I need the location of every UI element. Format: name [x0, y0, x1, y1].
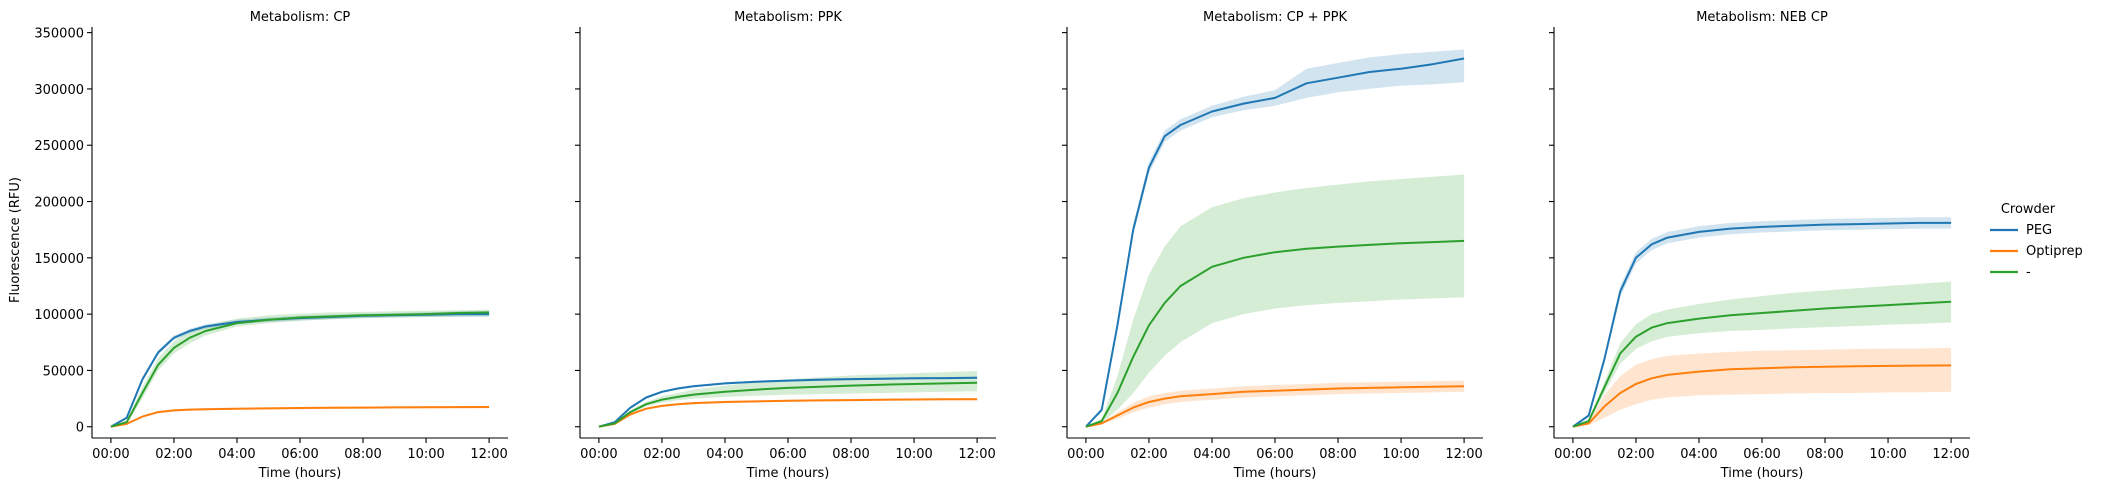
confidence-band [110, 405, 490, 427]
legend-entry: PEG [1990, 223, 2052, 238]
x-tick-label: 04:00 [1193, 447, 1230, 462]
x-tick-label: 10:00 [407, 447, 444, 462]
confidence-band [1572, 281, 1952, 427]
x-tick-label: 00:00 [580, 447, 617, 462]
legend-title: Crowder [2001, 202, 2056, 217]
panel: Metabolism: CP 0 50000 100000 150000 200000 25… [34, 10, 508, 481]
legend: Crowder PEG Optiprep - [1990, 202, 2083, 280]
x-tick-label: 04:00 [1680, 447, 1717, 462]
x-axis-label: Time (hours) [746, 466, 830, 481]
x-tick-label: 00:00 [1554, 447, 1591, 462]
x-axis-label: Time (hours) [1720, 466, 1804, 481]
x-tick-label: 02:00 [643, 447, 680, 462]
y-tick-label: 200000 [34, 196, 84, 211]
y-tick-label: 0 [76, 421, 84, 436]
series-line [110, 313, 490, 428]
legend-entry: - [1990, 265, 2031, 280]
legend-label: - [2026, 265, 2031, 280]
panel: Metabolism: NEB CP 00:00 02:00 04:00 06:00 08… [1549, 10, 1970, 481]
x-axis-label: Time (hours) [1233, 466, 1317, 481]
x-tick-label: 10:00 [1869, 447, 1906, 462]
y-tick-label: 150000 [34, 252, 84, 267]
series-line [1085, 385, 1465, 428]
panel-title: Metabolism: CP [250, 10, 351, 25]
y-tick-label: 350000 [34, 27, 84, 42]
y-tick-label: 100000 [34, 308, 84, 323]
x-tick-label: 06:00 [281, 447, 318, 462]
x-tick-label: 10:00 [1382, 447, 1419, 462]
x-tick-label: 06:00 [1256, 447, 1293, 462]
x-tick-label: 02:00 [1130, 447, 1167, 462]
confidence-band [1085, 174, 1465, 427]
series-line [110, 311, 490, 428]
x-tick-label: 00:00 [92, 447, 129, 462]
x-tick-label: 08:00 [344, 447, 381, 462]
x-tick-label: 04:00 [218, 447, 255, 462]
x-tick-label: 12:00 [958, 447, 995, 462]
series-line [110, 406, 490, 428]
confidence-band [110, 311, 490, 427]
x-tick-label: 12:00 [470, 447, 507, 462]
x-tick-label: 08:00 [1806, 447, 1843, 462]
series-line [1085, 239, 1465, 428]
confidence-band [1572, 347, 1952, 427]
x-tick-label: 08:00 [1319, 447, 1356, 462]
x-tick-label: 02:00 [1617, 447, 1654, 462]
x-tick-label: 04:00 [706, 447, 743, 462]
series-line [598, 381, 978, 428]
x-tick-label: 06:00 [769, 447, 806, 462]
panel: Metabolism: PPK 00:00 02:00 04:00 06:00 08:00… [575, 10, 996, 481]
x-axis-label: Time (hours) [258, 466, 342, 481]
x-tick-label: 00:00 [1067, 447, 1104, 462]
series-line [1572, 300, 1952, 428]
x-tick-label: 12:00 [1445, 447, 1482, 462]
panel-title: Metabolism: NEB CP [1696, 10, 1828, 25]
series-line [598, 376, 978, 428]
x-tick-label: 12:00 [1932, 447, 1969, 462]
y-tick-label: 250000 [34, 139, 84, 154]
legend-entry: Optiprep [1990, 244, 2083, 259]
panel-title: Metabolism: CP + PPK [1203, 10, 1347, 25]
x-tick-label: 06:00 [1743, 447, 1780, 462]
panel: Metabolism: CP + PPK 00:00 02:00 04:00 06:00… [1062, 10, 1483, 481]
legend-label: PEG [2026, 223, 2052, 238]
chart-panels: Metabolism: CP 0 50000 100000 150000 200000 25… [34, 10, 1970, 481]
series-line [1572, 364, 1952, 428]
series-line [1572, 221, 1952, 428]
x-tick-label: 02:00 [155, 447, 192, 462]
legend-label: Optiprep [2026, 244, 2083, 259]
confidence-band [1085, 380, 1465, 427]
y-tick-label: 300000 [34, 83, 84, 98]
panel-title: Metabolism: PPK [734, 10, 842, 25]
x-tick-label: 08:00 [832, 447, 869, 462]
series-line [1085, 57, 1465, 428]
x-tick-label: 10:00 [895, 447, 932, 462]
y-tick-label: 50000 [43, 364, 84, 379]
series-line [598, 398, 978, 428]
y-axis-label: Fluorescence (RFU) [8, 177, 23, 303]
